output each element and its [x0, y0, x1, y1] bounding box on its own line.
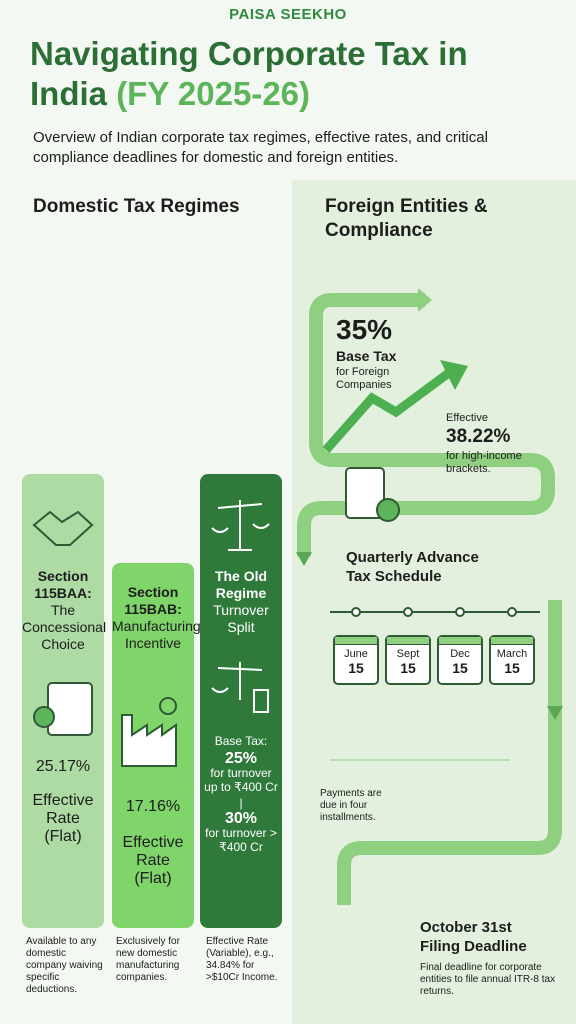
slab-text: for turnover up to ₹400 Cr	[204, 766, 278, 794]
regime-name: Section 115BAB:	[124, 584, 182, 617]
flow-path	[297, 293, 555, 556]
regime-rate: 25.17%	[35, 758, 91, 775]
title-text: Navigating Corporate Tax in India	[30, 35, 468, 112]
section-heading: Domestic Tax Regimes	[33, 196, 240, 217]
card-bg	[200, 474, 282, 928]
regime-note: Effective Rate (Variable), e.g., 34.84% …	[206, 936, 278, 983]
scale-icon	[211, 500, 270, 713]
effective-prefix: Effective	[446, 412, 488, 424]
calendar-month: Sept	[396, 648, 420, 660]
regime-card: Section 115BAA: The Concessional Choice	[22, 568, 107, 653]
coin-icon	[33, 706, 55, 728]
calendar-top	[335, 637, 377, 645]
calendar-top	[491, 637, 533, 645]
calendar-month: March	[496, 648, 528, 660]
gear-icon	[159, 697, 177, 715]
calendar-month: Dec	[450, 648, 470, 660]
schedule-title: Quarterly Advance Tax Schedule	[346, 549, 479, 585]
rate-label: Effective Rate (Flat)	[32, 792, 94, 845]
rate-label: Effective Rate (Flat)	[122, 834, 184, 887]
calendar-top	[439, 637, 481, 645]
arrowhead	[440, 360, 468, 390]
factory-icon	[121, 714, 177, 767]
subtitle: Overview of Indian corporate tax regimes…	[33, 129, 488, 166]
flow-path	[337, 600, 562, 905]
title: Navigating Corporate Tax in India (FY 20…	[30, 34, 550, 114]
calendar-top	[387, 637, 429, 645]
arrowhead	[547, 706, 563, 720]
slabs: Base Tax: 25% for turnover up to ₹400 Cr…	[204, 734, 278, 854]
calculator-icon	[47, 682, 93, 736]
calendar-day: 15	[452, 660, 468, 676]
deadline-desc: Final deadline for corporate entities to…	[420, 962, 556, 997]
regime-rate: 17.16%	[125, 798, 181, 815]
base-label: Base Tax	[336, 348, 397, 364]
regime-desc: The Concessional Choice	[22, 602, 107, 652]
calendar-day: 15	[504, 660, 520, 676]
calendar: June 15	[333, 635, 379, 685]
calendar: Dec 15	[437, 635, 483, 685]
effective-rate: 38.22%	[446, 426, 511, 447]
regime-note: Available to any domestic company waivin…	[26, 936, 103, 995]
regime-card: Section 115BAB: Manufacturing Incentive	[112, 584, 201, 652]
growth-arrow	[322, 368, 453, 453]
base-label: Base Tax:	[214, 734, 268, 748]
calendar-month: June	[344, 648, 368, 660]
regime-note: Exclusively for new domestic manufacturi…	[116, 936, 180, 983]
handshake-icon	[32, 510, 94, 546]
brand: PAISA SEEKHO	[229, 6, 347, 23]
slab-rate: 30%	[224, 810, 258, 827]
regime-name: The Old Regime	[214, 568, 268, 601]
arrowhead	[296, 552, 312, 566]
regime-name: Section 115BAA:	[34, 568, 92, 601]
calendar-day: 15	[348, 660, 364, 676]
payments-note: Payments are due in four installments.	[320, 788, 382, 823]
check-icon	[376, 498, 400, 522]
regime-desc: Manufacturing Incentive	[112, 618, 201, 651]
regime-card: The Old Regime Turnover Split	[202, 568, 280, 636]
calendar: March 15	[489, 635, 535, 685]
title-highlight: (FY 2025-26)	[116, 75, 311, 112]
slab-text: for turnover > ₹400 Cr	[205, 826, 277, 854]
section-heading: Foreign Entities & Compliance	[325, 196, 488, 241]
calendar-day: 15	[400, 660, 416, 676]
slab-rate: 25%	[224, 750, 258, 767]
clipboard-icon	[345, 467, 385, 519]
calendar: Sept 15	[385, 635, 431, 685]
arrowhead	[418, 288, 432, 312]
base-desc: for Foreign Companies	[336, 366, 392, 391]
regime-desc: Turnover Split	[213, 602, 269, 635]
effective-desc: for high-income brackets.	[446, 450, 522, 475]
base-rate: 35%	[336, 314, 393, 345]
deadline-title: October 31st Filing Deadline	[420, 919, 527, 955]
